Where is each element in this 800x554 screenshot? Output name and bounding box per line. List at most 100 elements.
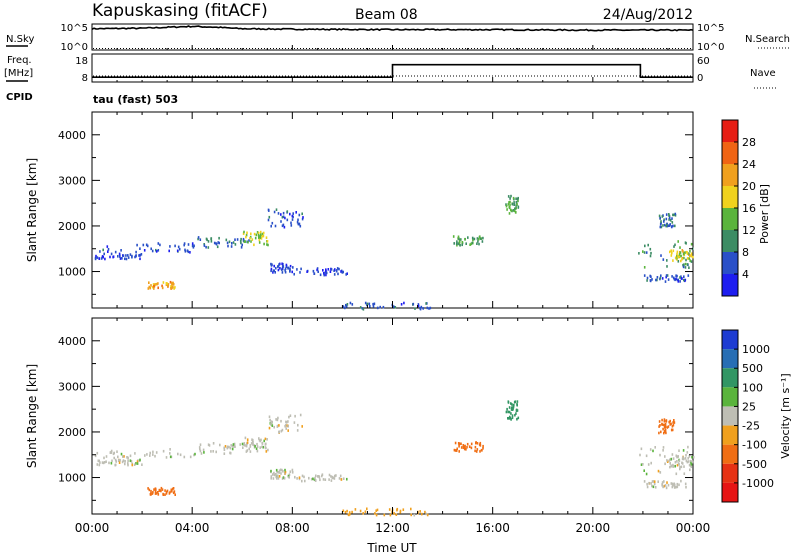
- data-cell: [281, 271, 284, 274]
- data-cell: [125, 254, 127, 257]
- data-cell: [362, 512, 364, 515]
- data-cell: [512, 404, 515, 407]
- data-cell: [670, 422, 672, 426]
- data-cell: [513, 203, 515, 206]
- data-cell: [674, 464, 676, 468]
- data-cell: [330, 479, 333, 482]
- data-cell: [668, 224, 670, 227]
- data-cell: [148, 281, 150, 284]
- data-cell: [272, 269, 275, 272]
- data-cell: [278, 475, 281, 478]
- data-cell: [679, 246, 681, 249]
- data-cell: [100, 257, 103, 260]
- data-cell: [658, 420, 661, 423]
- data-cell: [517, 205, 520, 209]
- data-cell: [174, 244, 176, 248]
- data-cell: [515, 409, 518, 413]
- data-cell: [460, 442, 462, 446]
- data-cell: [414, 307, 416, 310]
- data-cell: [215, 242, 217, 245]
- velocity-colorbar-frame: [721, 329, 739, 503]
- velocity-colorbar-tick-label: 500: [742, 362, 763, 375]
- data-cell: [334, 268, 336, 271]
- data-cell: [289, 470, 292, 473]
- data-cell: [234, 238, 236, 241]
- data-cell: [663, 423, 665, 427]
- data-cell: [681, 257, 683, 261]
- data-cell: [233, 445, 235, 448]
- data-cell: [161, 286, 164, 290]
- data-cell: [293, 421, 296, 424]
- data-cell: [470, 242, 472, 246]
- data-cell: [665, 274, 668, 277]
- data-cell: [262, 445, 264, 449]
- data-cell: [198, 446, 201, 449]
- data-cell: [662, 224, 664, 227]
- data-cell: [674, 212, 677, 216]
- data-cell: [159, 243, 161, 247]
- data-cell: [676, 455, 679, 458]
- data-cell: [651, 480, 654, 483]
- data-cell: [272, 271, 274, 274]
- data-cell: [458, 240, 461, 244]
- data-cell: [248, 447, 250, 451]
- data-cell: [219, 443, 221, 447]
- data-cell: [259, 234, 262, 238]
- data-cell: [515, 211, 517, 214]
- data-cell: [169, 490, 171, 494]
- data-cell: [346, 272, 348, 275]
- data-cell: [509, 200, 511, 204]
- nsky-tick-bottom: 10^0: [61, 42, 88, 53]
- data-cell: [481, 240, 484, 243]
- data-cell: [116, 450, 118, 453]
- data-cell: [259, 446, 261, 449]
- data-cell: [689, 254, 691, 257]
- data-cell: [285, 263, 288, 267]
- data-cell: [153, 287, 155, 290]
- data-cell: [685, 459, 688, 463]
- data-cell: [313, 272, 316, 275]
- data-cell: [127, 456, 129, 460]
- data-cell: [277, 477, 280, 480]
- data-cell: [259, 236, 261, 239]
- data-cell: [422, 307, 424, 310]
- data-cell: [677, 260, 680, 263]
- data-cell: [359, 306, 362, 309]
- data-cell: [123, 455, 125, 458]
- data-cell: [270, 423, 272, 426]
- data-cell: [255, 447, 258, 450]
- data-cell: [98, 459, 100, 463]
- data-cell: [684, 482, 687, 486]
- data-cell: [666, 274, 669, 277]
- data-cell: [277, 416, 279, 420]
- data-cell: [321, 474, 323, 478]
- data-cell: [243, 240, 246, 243]
- power-data: [94, 194, 694, 311]
- data-cell: [298, 476, 301, 479]
- data-cell: [647, 463, 650, 466]
- data-cell: [138, 254, 140, 257]
- data-cell: [229, 446, 232, 450]
- data-cell: [376, 306, 379, 310]
- data-cell: [678, 459, 681, 462]
- data-cell: [672, 463, 674, 467]
- freq-unit-label: [MHz]: [4, 68, 33, 79]
- data-cell: [251, 438, 253, 441]
- data-cell: [471, 241, 473, 245]
- data-cell: [103, 252, 105, 256]
- power-colorbar-swatch: [722, 120, 738, 142]
- data-cell: [666, 223, 668, 227]
- data-cell: [639, 453, 641, 457]
- data-cell: [665, 486, 668, 490]
- data-cell: [289, 212, 291, 216]
- data-cell: [115, 460, 117, 463]
- data-cell: [114, 463, 116, 467]
- data-cell: [165, 490, 168, 494]
- data-cell: [340, 478, 343, 481]
- data-cell: [462, 446, 465, 449]
- data-cell: [345, 273, 347, 276]
- data-cell: [399, 511, 402, 514]
- data-cell: [676, 485, 679, 489]
- data-cell: [683, 263, 685, 266]
- data-cell: [351, 303, 354, 306]
